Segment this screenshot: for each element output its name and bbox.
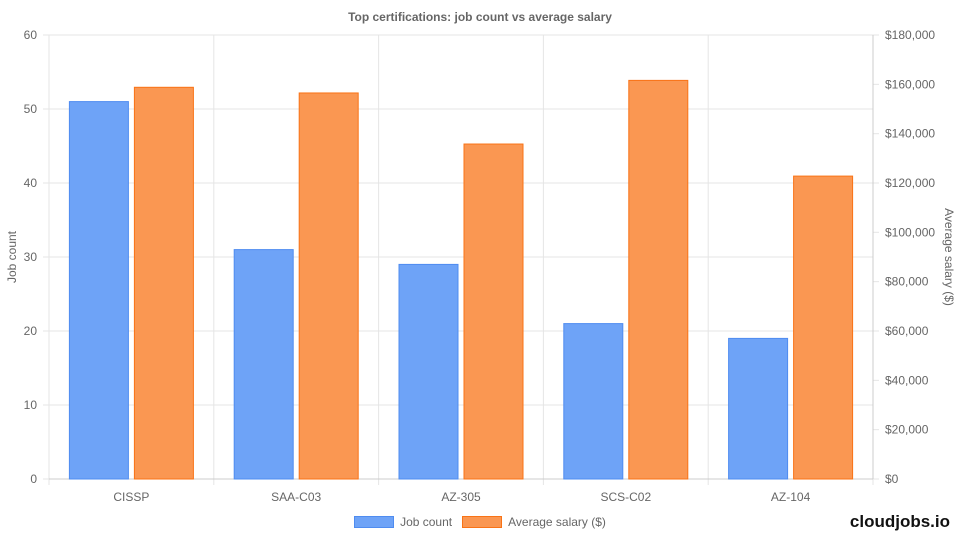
y-tick-label: 30 [24,250,38,264]
y2-axis-label: Average salary ($) [942,208,956,306]
legend-item-job-count[interactable]: Job count [354,515,452,529]
y2-tick-label: $160,000 [885,77,935,91]
y-tick-label: 0 [30,472,37,486]
y-tick-label: 60 [24,28,38,42]
bar-job-count-cissp [68,101,129,480]
x-tick-label: AZ-305 [441,490,481,504]
y2-tick-label: $60,000 [885,324,929,338]
bar-job-count-az-104 [728,337,789,480]
bar-average-salary-az-305 [463,143,524,480]
y-tick-label: 40 [24,176,38,190]
legend-swatch-average-salary [462,516,503,528]
y2-tick-label: $100,000 [885,225,935,239]
y-tick-label: 10 [24,398,38,412]
bar-job-count-scs-c02 [563,323,624,480]
y2-tick-label: $20,000 [885,423,929,437]
y2-tick-label: $140,000 [885,127,935,141]
legend-swatch-job-count [354,516,395,528]
x-tick-label: AZ-104 [771,490,811,504]
y2-tick-label: $40,000 [885,373,929,387]
legend: Job count Average salary ($) [0,515,960,529]
bar-average-salary-az-104 [793,175,854,480]
bar-job-count-az-305 [398,263,459,480]
y2-tick-label: $180,000 [885,28,935,42]
bar-average-salary-saa-c03 [298,92,359,480]
y2-tick-label: $0 [885,472,899,486]
x-tick-label: SCS-C02 [600,490,651,504]
legend-label: Average salary ($) [508,515,606,529]
brand-logo: cloudjobs.io [849,512,950,531]
bar-average-salary-cissp [133,86,194,480]
legend-item-average-salary[interactable]: Average salary ($) [462,515,606,529]
y2-tick-label: $80,000 [885,275,929,289]
bar-job-count-saa-c03 [233,249,294,480]
bar-average-salary-scs-c02 [628,79,689,480]
chart-title: Top certifications: job count vs average… [348,10,612,24]
y-axis-label: Job count [5,230,19,283]
y-tick-label: 50 [24,102,38,116]
x-tick-label: CISSP [113,490,149,504]
legend-label: Job count [400,515,453,529]
x-tick-label: SAA-C03 [271,490,321,504]
y2-tick-label: $120,000 [885,176,935,190]
y-tick-label: 20 [24,324,38,338]
